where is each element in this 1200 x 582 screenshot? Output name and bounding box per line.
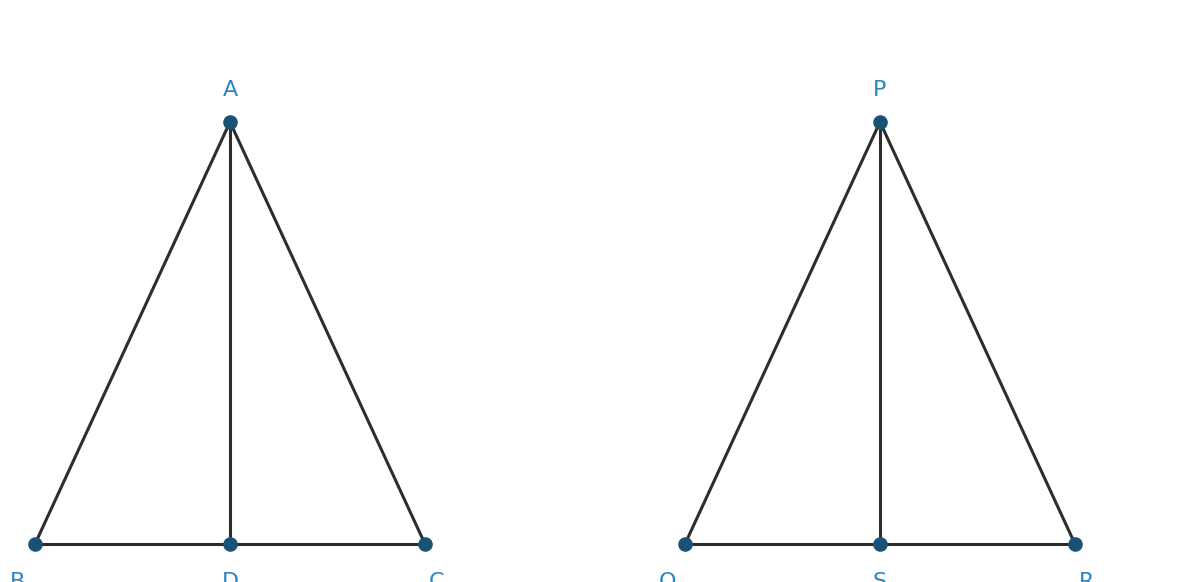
Text: D: D [222, 572, 239, 582]
Text: A: A [222, 80, 238, 100]
Point [221, 118, 240, 127]
Text: C: C [430, 572, 445, 582]
Point [25, 540, 44, 549]
Point [415, 540, 434, 549]
Point [1066, 540, 1085, 549]
Point [221, 540, 240, 549]
Text: P: P [874, 80, 887, 100]
Point [870, 540, 889, 549]
Text: S: S [872, 572, 887, 582]
Point [870, 118, 889, 127]
Text: R: R [1079, 572, 1094, 582]
Point [676, 540, 695, 549]
Text: B: B [10, 572, 25, 582]
Text: Q: Q [659, 572, 676, 582]
